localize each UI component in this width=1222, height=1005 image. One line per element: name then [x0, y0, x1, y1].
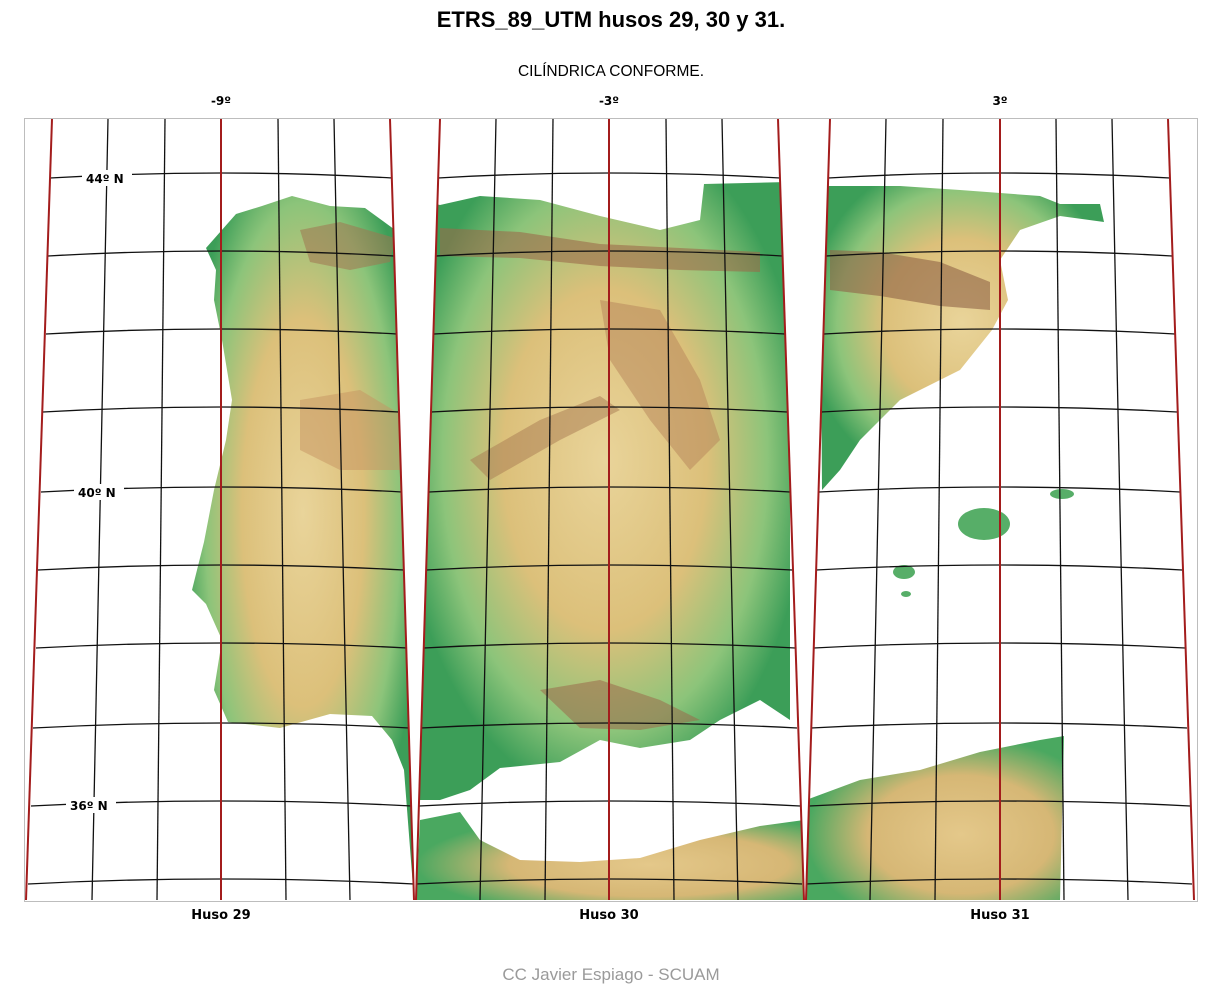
zone-29-east-boundary: [389, 118, 415, 901]
iberia-central-landmass: [420, 182, 790, 800]
central-relief-west: [300, 390, 410, 470]
formentera-island: [901, 591, 911, 597]
sierra-nevada: [540, 680, 700, 730]
mallorca-island: [958, 508, 1010, 540]
meridian-z30: [544, 118, 554, 901]
iberian-system: [600, 300, 720, 470]
latitude-labels: 44º N 40º N 36º N: [66, 170, 132, 813]
menorca-island: [1050, 489, 1074, 499]
zone-label-31: Huso 31: [970, 908, 1030, 923]
north-africa-west: [416, 812, 804, 900]
meridian-label-center: -3º: [598, 94, 620, 108]
ibiza-island: [893, 565, 915, 579]
zone-label-30: Huso 30: [579, 908, 639, 923]
cantabrian-range-west: [300, 222, 395, 270]
zone-29-west-boundary: [25, 118, 53, 901]
meridian-z31: [1111, 118, 1129, 901]
land-zone-29: [192, 196, 414, 900]
credit-line: CC Javier Espiago - SCUAM: [502, 965, 720, 984]
meridian-z29: [333, 118, 351, 901]
zone-31-west-boundary: [805, 118, 831, 901]
meridian-z31: [869, 118, 887, 901]
meridian-z30: [479, 118, 497, 901]
cantabrian-range: [440, 228, 760, 272]
iberia-west-landmass: [192, 196, 414, 900]
zone-30-west-boundary: [415, 118, 441, 901]
meridian-z29: [156, 118, 166, 901]
latitude-label-40: 40º N: [78, 486, 116, 500]
meridian-z30: [665, 118, 675, 901]
meridian-label-east: 3º: [992, 94, 1008, 108]
meridian-z31: [1055, 118, 1065, 901]
map-title: ETRS_89_UTM husos 29, 30 y 31.: [436, 7, 786, 32]
latitude-label-36: 36º N: [70, 799, 108, 813]
pyrenees: [830, 250, 990, 310]
meridian-z29: [91, 118, 109, 901]
meridian-z29: [277, 118, 287, 901]
latitude-label-44: 44º N: [86, 172, 124, 186]
zone-30-east-boundary: [777, 118, 805, 901]
map-subtitle: CILÍNDRICA CONFORME.: [517, 63, 704, 80]
central-system: [470, 396, 620, 480]
meridian-z31: [934, 118, 944, 901]
land-zone-30: [416, 182, 804, 900]
zone-lines: [25, 118, 1195, 901]
zone-label-29: Huso 29: [191, 908, 251, 923]
meridian-z30: [721, 118, 739, 901]
zone-31-east-boundary: [1167, 118, 1195, 901]
meridian-label-west: -9º: [210, 94, 232, 108]
